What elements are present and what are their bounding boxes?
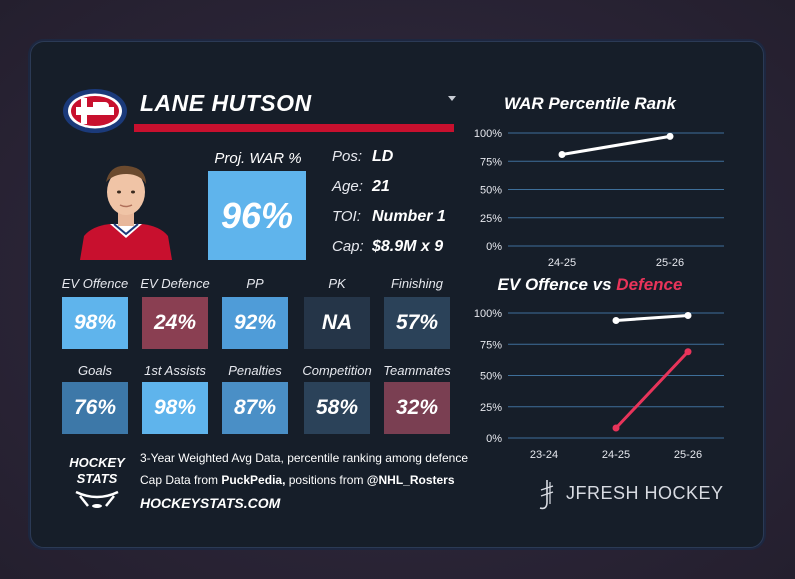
- chart2-grid: [508, 312, 724, 439]
- chart2-title-part2: Defence: [616, 275, 682, 294]
- hockeystats-url[interactable]: HOCKEYSTATS.COM: [140, 495, 281, 511]
- tile-pp: 92%: [222, 297, 288, 349]
- tile-label-1st-assists: 1st Assists: [144, 363, 206, 378]
- name-underline-bar: [134, 124, 454, 132]
- puckpedia-link[interactable]: PuckPedia,: [221, 473, 286, 487]
- c2-series-point-0: [684, 312, 692, 319]
- pos-value: LD: [372, 148, 394, 165]
- tile-label-pp: PP: [246, 276, 264, 291]
- c1-ytick-label: 50%: [480, 185, 502, 197]
- c2-series-line-1: [614, 350, 690, 430]
- canadiens-logo: [63, 89, 127, 133]
- chart1-x-ticks: 24-25 25-26: [548, 257, 684, 269]
- chart2-y-ticks: 0% 25% 50% 75% 100%: [474, 308, 502, 445]
- tile-label-ev-defence: EV Defence: [140, 276, 210, 291]
- c1-ytick-label: 25%: [480, 213, 502, 225]
- footer-line2: Cap Data from PuckPedia, positions from …: [140, 473, 455, 487]
- nhl-rosters-link[interactable]: @NHL_Rosters: [366, 473, 455, 487]
- chart1-grid: [508, 132, 724, 247]
- c1-xtick-label: 25-26: [656, 257, 684, 269]
- player-name: LANE HUTSON: [140, 90, 312, 116]
- footer-line2-mid: positions from: [285, 473, 367, 487]
- proj-war-label: Proj. WAR %: [214, 150, 302, 167]
- c2-series-line-0: [614, 314, 690, 322]
- c1-series-point-0: [558, 150, 566, 158]
- hs-logo-line2: STATS: [77, 471, 118, 486]
- tile-label-penalties: Penalties: [228, 363, 282, 378]
- footer-line1: 3-Year Weighted Avg Data, percentile ran…: [140, 451, 468, 465]
- c2-ytick-label: 0%: [486, 433, 502, 445]
- age-value: 21: [372, 178, 390, 195]
- c2-ytick-label: 25%: [480, 402, 502, 414]
- chart1-y-ticks: 0% 25% 50% 75% 100%: [474, 128, 502, 253]
- tile-label-pk: PK: [328, 276, 346, 291]
- c1-series-line-0: [560, 134, 672, 156]
- c1-ytick-label: 0%: [486, 241, 502, 253]
- chart1-title: WAR Percentile Rank: [504, 94, 677, 113]
- c2-ytick-label: 100%: [474, 308, 502, 320]
- chart1-series: [558, 132, 674, 158]
- c2-series-point-1: [684, 348, 692, 356]
- chart2-x-ticks: 23-24 24-25 25-26: [530, 449, 702, 461]
- hockey-stats-logo: HOCKEY STATS: [69, 455, 126, 508]
- tile-1st-assists: 98%: [142, 382, 208, 434]
- tile-competition: 58%: [304, 382, 370, 434]
- tile-goals: 76%: [62, 382, 128, 434]
- cap-label: Cap:: [332, 238, 364, 255]
- tile-label-finishing: Finishing: [390, 276, 444, 291]
- proj-war-value: 96%: [208, 171, 306, 260]
- c1-ytick-label: 100%: [474, 128, 502, 140]
- c2-xtick-label: 23-24: [530, 449, 558, 461]
- dropdown-caret-icon[interactable]: [448, 96, 456, 101]
- cap-value: $8.9M x 9: [372, 238, 444, 255]
- tile-teammates: 32%: [384, 382, 450, 434]
- c2-series-point-1: [612, 424, 620, 432]
- chart2-title-part1: EV Offence vs: [498, 275, 617, 294]
- charts-svg: WAR Percentile Rank 0% 25% 50% 75% 100% 24-2…: [474, 94, 724, 461]
- c1-series-point-0: [666, 132, 674, 140]
- tile-label-goals: Goals: [78, 363, 112, 378]
- tile-ev-offence: 98%: [62, 297, 128, 349]
- chart2-series: [612, 312, 692, 432]
- toi-label: TOI:: [332, 208, 361, 225]
- footer-line2-prefix: Cap Data from: [140, 473, 222, 487]
- c2-ytick-label: 75%: [480, 339, 502, 351]
- jfresh-logo-icon: [539, 480, 554, 510]
- c1-ytick-label: 75%: [480, 156, 502, 168]
- tile-finishing: 57%: [384, 297, 450, 349]
- pos-label: Pos:: [332, 148, 363, 165]
- player-photo: [70, 158, 182, 260]
- hs-logo-line1: HOCKEY: [69, 455, 126, 470]
- c2-xtick-label: 24-25: [602, 449, 630, 461]
- c2-xtick-label: 25-26: [674, 449, 702, 461]
- tile-label-competition: Competition: [302, 363, 372, 378]
- c2-series-point-0: [612, 317, 620, 324]
- tile-pk: NA: [304, 297, 370, 349]
- age-label: Age:: [332, 178, 363, 195]
- tile-penalties: 87%: [222, 382, 288, 434]
- c2-ytick-label: 50%: [480, 371, 502, 383]
- jfresh-brand: JFRESH HOCKEY: [566, 483, 724, 503]
- tile-ev-defence: 24%: [142, 297, 208, 349]
- toi-value: Number 1: [372, 208, 446, 225]
- tile-label-ev-offence: EV Offence: [61, 276, 129, 291]
- tile-label-teammates: Teammates: [383, 363, 451, 378]
- chart2-title: EV Offence vs Defence: [498, 275, 683, 294]
- c1-xtick-label: 24-25: [548, 257, 576, 269]
